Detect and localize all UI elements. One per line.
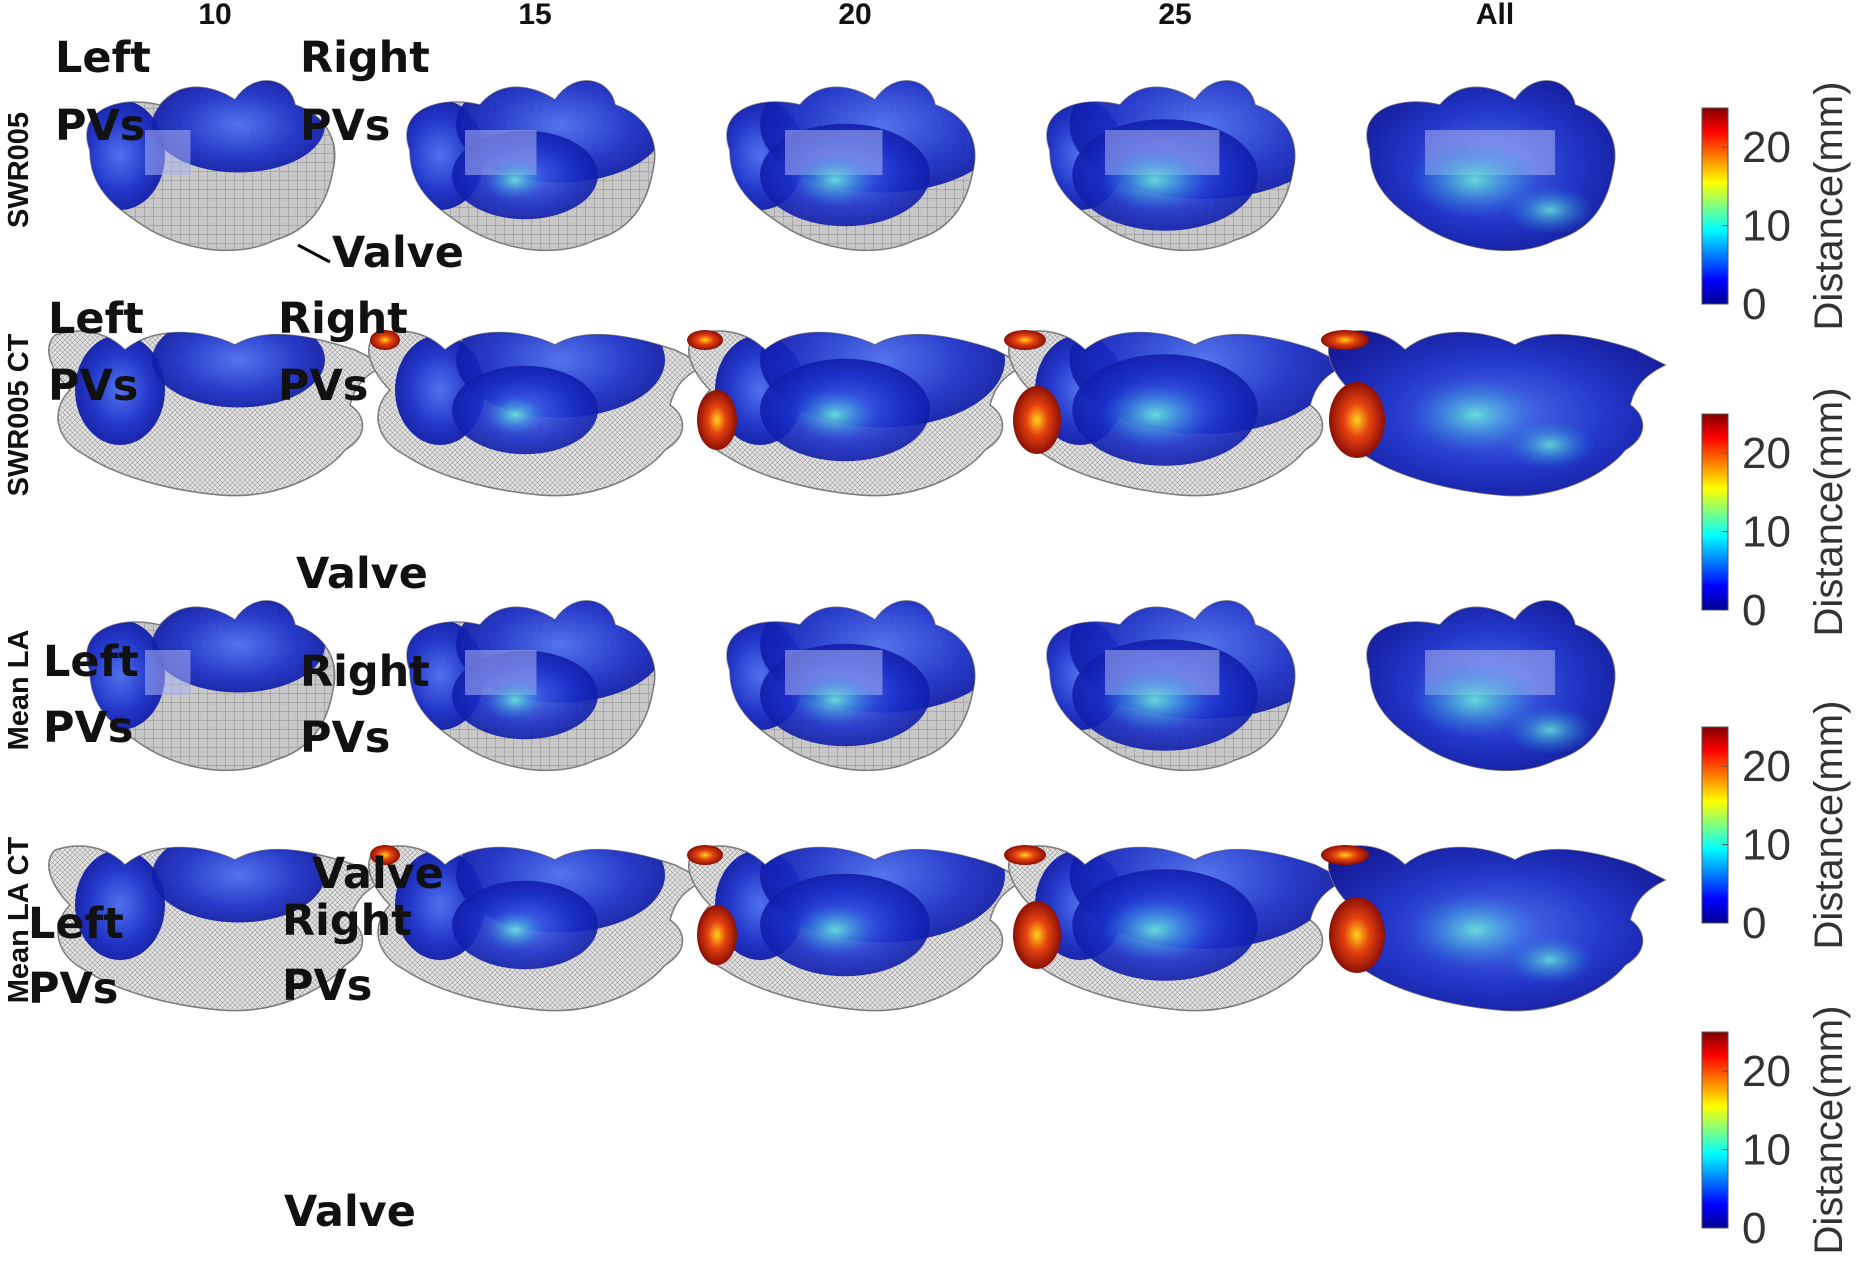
panel-r2-c2 [368, 330, 707, 497]
colorbar-1-tick-0: 0 [1742, 280, 1766, 329]
colorbar-3-tick-20: 20 [1742, 742, 1791, 791]
row2-valve-label: Valve [296, 549, 428, 599]
colorbar-2-tick-10: 10 [1742, 508, 1791, 557]
valve-pointer-line [297, 243, 331, 264]
row3-left-pvs-label: PVs [43, 703, 133, 753]
panel-r2-c3 [687, 330, 1027, 497]
column-title-15: 15 [518, 0, 551, 31]
column-title-25: 25 [1158, 0, 1191, 31]
row-label-1: SWR005 [3, 112, 35, 228]
panel-r4-c3 [687, 845, 1027, 1012]
row4-right-pvs-label: Right [282, 896, 412, 946]
panel-r4-c4 [1004, 845, 1347, 1012]
row4-left-pvs-label: Left [28, 899, 124, 949]
panel-r1-c3 [726, 80, 976, 252]
row1-right-pvs-label: Right [300, 33, 430, 83]
row-label-4: Mean LA CT [3, 836, 35, 1003]
row3-valve-label: Valve [312, 849, 444, 899]
row3-left-pvs-label: Left [43, 637, 139, 687]
colorbar-2-tick-20: 20 [1742, 429, 1791, 478]
row4-left-pvs-label: PVs [28, 964, 118, 1014]
row4-right-pvs-label: PVs [282, 961, 372, 1011]
row1-left-pvs-label: PVs [55, 101, 145, 151]
row1-right-pvs-label: PVs [300, 101, 390, 151]
panel-r1-c2 [406, 80, 656, 252]
panel-r3-c2 [406, 600, 656, 772]
panel-r2-c4 [1004, 330, 1347, 497]
column-title-all: All [1476, 0, 1514, 31]
colorbar-4-tick-10: 10 [1742, 1126, 1791, 1175]
panel-r3-c4 [1046, 600, 1296, 772]
colorbar-3: 0 10 20 Distance(mm) [1701, 701, 1851, 950]
column-title-10: 10 [198, 0, 231, 31]
panel-r4-c2 [368, 845, 707, 1012]
panel-r3-c1 [86, 600, 336, 772]
colorbar-3-tick-0: 0 [1742, 899, 1766, 948]
colorbar-3-label: Distance(mm) [1807, 701, 1851, 950]
row-label-2: SWR005 CT [3, 333, 35, 496]
colorbar-3-tick-10: 10 [1742, 821, 1791, 870]
row1-valve-label: Valve [332, 228, 464, 278]
row2-right-pvs-label: Right [278, 294, 408, 344]
panel-r1-c4 [1046, 80, 1296, 252]
row1-left-pvs-label: Left [55, 33, 151, 83]
colorbar-4-tick-20: 20 [1742, 1047, 1791, 1096]
panel-r4-c5 [1321, 845, 1667, 1012]
panel-r3-c3 [726, 600, 976, 772]
colorbar-2-tick-0: 0 [1742, 586, 1766, 635]
row-label-3: Mean LA [3, 630, 35, 751]
colorbar-2-label: Distance(mm) [1807, 388, 1851, 637]
colorbar-4-label: Distance(mm) [1807, 1006, 1851, 1255]
panel-r4-c1 [48, 845, 387, 1012]
row2-right-pvs-label: PVs [278, 361, 368, 411]
colorbar-2: 0 10 20 Distance(mm) [1701, 388, 1851, 637]
colorbar-1: 0 10 20 Distance(mm) [1701, 82, 1851, 331]
panel-r1-c1 [86, 80, 336, 252]
panel-r2-c1 [48, 330, 387, 497]
panel-r2-c5 [1321, 330, 1667, 497]
row2-left-pvs-label: PVs [48, 361, 138, 411]
colorbar-4-tick-0: 0 [1742, 1204, 1766, 1253]
column-title-20: 20 [838, 0, 871, 31]
panel-r1-c5 [1366, 80, 1616, 252]
colorbar-1-tick-10: 10 [1742, 202, 1791, 251]
panel-r3-c5 [1366, 600, 1616, 772]
colorbar-1-tick-20: 20 [1742, 123, 1791, 172]
row2-left-pvs-label: Left [48, 294, 144, 344]
row4-valve-label: Valve [284, 1187, 416, 1237]
colorbar-4: 0 10 20 Distance(mm) [1701, 1006, 1851, 1255]
row3-right-pvs-label: PVs [300, 713, 390, 763]
colorbar-1-label: Distance(mm) [1807, 82, 1851, 331]
row3-right-pvs-label: Right [300, 647, 430, 697]
